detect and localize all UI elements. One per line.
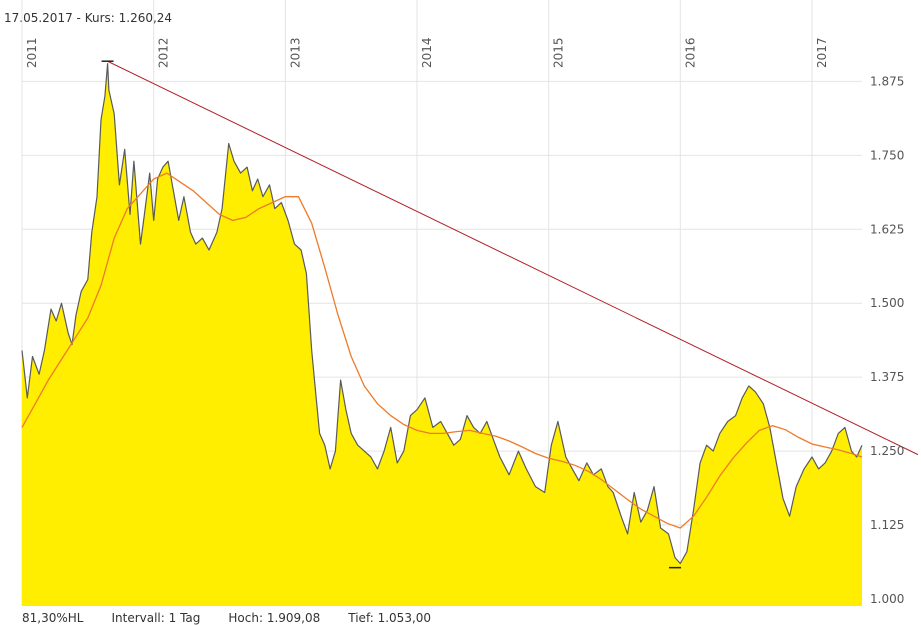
y-tick-label: 1.000 bbox=[870, 592, 904, 606]
price-area bbox=[21, 62, 863, 607]
x-tick-label: 2011 bbox=[25, 37, 39, 68]
interval-label: Intervall: 1 Tag bbox=[111, 611, 201, 625]
y-tick-label: 1.625 bbox=[870, 222, 904, 236]
y-tick-label: 1.875 bbox=[870, 74, 904, 88]
x-tick-label: 2013 bbox=[288, 37, 302, 68]
chart-header: 17.05.2017 - Kurs: 1.260,24 bbox=[4, 11, 172, 25]
y-tick-label: 1.500 bbox=[870, 296, 904, 310]
x-tick-label: 2017 bbox=[815, 37, 829, 68]
x-tick-label: 2016 bbox=[683, 37, 697, 68]
trendline-segment bbox=[107, 60, 919, 456]
high-label: Hoch: 1.909,08 bbox=[228, 611, 321, 625]
x-axis-ticks: 2011 2012 2013 2014 2015 2016 2017 bbox=[25, 37, 829, 68]
extreme-markers bbox=[101, 60, 682, 569]
header-separator: - bbox=[72, 11, 85, 25]
chart-footer: 81,30%HL Intervall: 1 Tag Hoch: 1.909,08 Ti… bbox=[22, 611, 459, 625]
moving-average-line bbox=[21, 172, 863, 529]
y-axis-ticks: 1.000 1.125 1.250 1.375 1.500 1.625 1.750 1.875 bbox=[870, 74, 904, 606]
x-tick-label: 2012 bbox=[157, 37, 171, 68]
y-tick-label: 1.125 bbox=[870, 518, 904, 532]
price-value: 1.260,24 bbox=[118, 11, 173, 25]
y-tick-label: 1.750 bbox=[870, 148, 904, 162]
price-label: Kurs: bbox=[84, 11, 115, 25]
x-tick-label: 2014 bbox=[420, 37, 434, 68]
quote-date: 17.05.2017 bbox=[4, 11, 73, 25]
y-tick-label: 1.250 bbox=[870, 444, 904, 458]
moving-average bbox=[21, 172, 863, 529]
y-tick-label: 1.375 bbox=[870, 370, 904, 384]
price-line bbox=[21, 62, 863, 565]
low-label: Tief: 1.053,00 bbox=[348, 611, 432, 625]
x-tick-label: 2015 bbox=[552, 37, 566, 68]
trendline bbox=[107, 60, 919, 456]
price-area-fill bbox=[22, 63, 862, 607]
hl-percent: 81,30%HL bbox=[22, 611, 84, 625]
